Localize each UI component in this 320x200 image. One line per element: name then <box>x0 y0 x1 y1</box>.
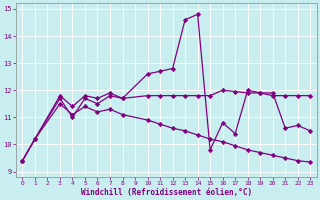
X-axis label: Windchill (Refroidissement éolien,°C): Windchill (Refroidissement éolien,°C) <box>81 188 252 197</box>
